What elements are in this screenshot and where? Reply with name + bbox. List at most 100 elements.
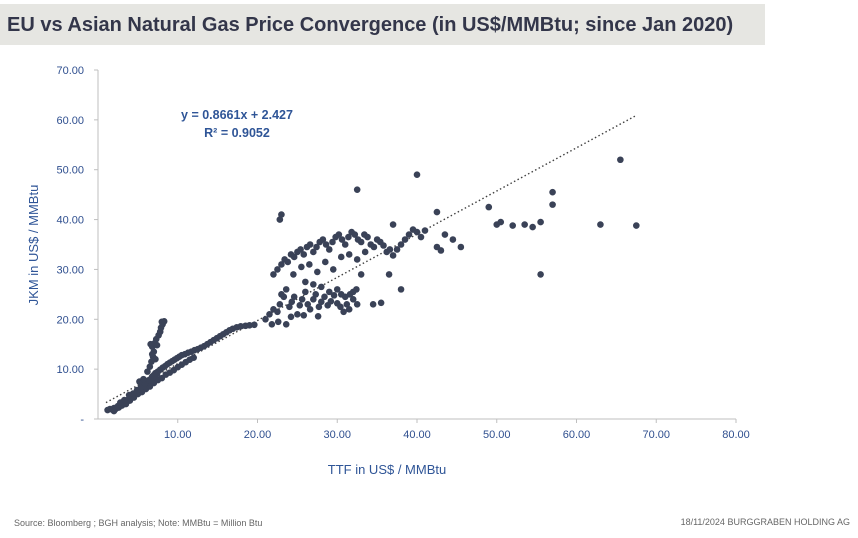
points-layer [104,156,640,415]
x-tick-label: 40.00 [403,429,431,441]
data-point [397,241,405,248]
data-point [266,311,273,318]
data-point [353,186,361,193]
data-point [274,318,282,326]
data-point [497,218,505,226]
data-point [310,281,317,288]
data-point [246,321,253,329]
data-point [345,306,353,313]
data-point [341,293,349,301]
data-point [353,286,360,293]
data-point [262,315,269,323]
data-point [146,363,154,370]
data-point [276,216,284,223]
data-point [537,218,544,226]
data-point [190,354,197,361]
data-point [280,293,288,301]
data-point [597,221,604,228]
data-point [300,311,308,319]
data-point [276,301,284,308]
data-point [537,271,544,278]
data-point [304,301,312,308]
data-point [237,322,245,330]
data-point [325,246,333,253]
data-point [251,321,258,329]
data-point [278,211,285,218]
trendline-r2: R² = 0.9052 [204,126,270,140]
data-point [343,301,351,308]
footer-right: 18/11/2024 BURGGRABEN HOLDING AG [681,517,850,527]
x-tick-label: 50.00 [483,429,511,441]
data-point [274,266,281,273]
data-point [306,261,313,268]
data-point [153,370,161,378]
data-point [306,306,314,313]
data-point [294,311,301,318]
data-point [310,248,317,256]
data-point [329,266,337,273]
data-point [153,341,161,349]
axes: 10.00 20.00 30.00 40.00 50.00 60.00 70.00 80.00… [56,65,749,441]
data-point [268,320,276,328]
trendline-equation: y = 0.8661x + 2.427 [181,108,293,122]
data-point [345,233,352,241]
data-point [441,231,449,238]
data-point [319,236,327,243]
data-point [306,241,314,248]
data-point [340,308,347,316]
data-point [298,296,306,303]
chart-title: EU vs Asian Natural Gas Price Convergenc… [7,14,734,36]
data-point [284,258,292,266]
data-point [314,312,322,320]
labels-layer: y = 0.8661x + 2.427 R² = 0.9052 TTF in U… [26,108,446,477]
y-tick-label: 70.00 [56,65,84,77]
data-point [152,355,159,363]
data-point [313,243,320,251]
data-point [386,246,394,253]
data-point [370,243,378,251]
data-point [341,241,349,248]
data-point [282,286,290,293]
data-point [353,256,361,263]
data-point [549,201,556,208]
y-tick-label: 10.00 [56,364,84,376]
data-point [353,301,361,308]
data-point [290,271,297,278]
footer-date: 18/11/2024 [680,517,725,527]
x-tick-label: 80.00 [722,429,750,441]
x-axis-label: TTF in US$ / MMBtu [328,462,446,477]
data-point [509,222,516,229]
data-point [321,258,329,266]
data-point [433,208,441,216]
data-point [144,368,151,375]
data-point [121,396,128,404]
y-tick-label: 20.00 [56,314,84,326]
data-point [333,286,341,293]
data-point [322,241,330,248]
footer-company: BURGGRABEN HOLDING AG [727,517,850,527]
y-tick-label: 60.00 [56,115,84,127]
data-point [325,288,333,296]
data-point [286,303,293,311]
data-point [364,233,371,241]
data-point [318,298,325,306]
data-point [377,299,385,307]
y-tick-label: 40.00 [56,215,84,227]
data-point [393,246,401,253]
data-point [287,313,295,321]
data-point [297,246,304,253]
data-point [457,243,465,251]
data-point [288,298,296,306]
data-point [421,227,429,234]
data-point [302,278,309,286]
y-axis-label: JKM in US$ / MMBtu [26,185,41,306]
data-point [529,223,536,231]
data-point [405,231,413,238]
data-point [270,271,277,278]
data-point [413,228,421,236]
data-point [330,292,338,299]
data-point [449,236,457,243]
data-point [110,407,118,415]
data-point [310,296,317,303]
data-point [437,247,445,254]
